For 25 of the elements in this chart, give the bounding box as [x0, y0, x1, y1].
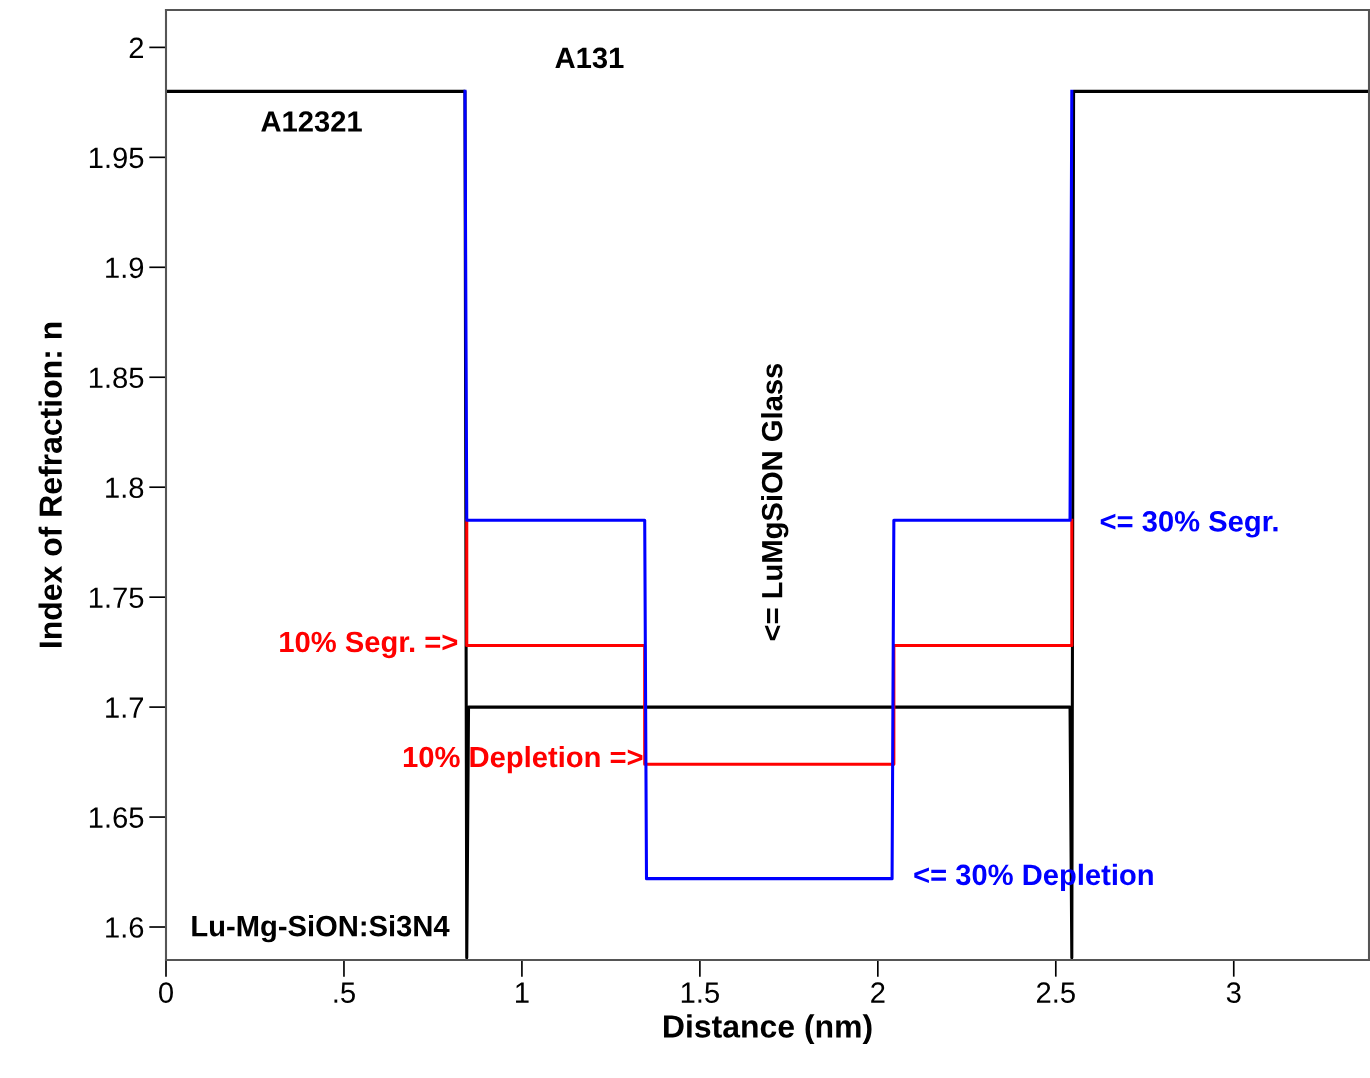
y-tick-label: 1.95: [89, 147, 144, 169]
y-tick-label: 1.6: [106, 917, 144, 938]
y-tick-label: 1.85: [89, 367, 144, 389]
annotation: 10% Segr. =>: [280, 631, 458, 659]
x-tick-label: 1: [516, 982, 529, 1003]
annotation: A131: [555, 47, 624, 69]
x-tick-label: 3: [1226, 982, 1241, 1003]
y-axis-title: Index of Refraction: n: [38, 322, 62, 648]
annotation: 10% Depletion =>: [403, 745, 643, 774]
x-axis-title: Distance (nm): [664, 1014, 872, 1045]
x-tick-label: .5: [334, 982, 355, 1003]
y-tick-label: 1.75: [89, 587, 144, 609]
x-tick-label: 2.5: [1036, 982, 1075, 1003]
y-tick-label: 1.65: [89, 807, 144, 828]
y-tick-label: 1.8: [106, 477, 144, 499]
annotation: <= LuMgSiON Glass: [761, 363, 789, 641]
y-tick-label: 1.7: [106, 697, 144, 718]
x-tick-label: 0: [159, 982, 173, 1003]
annotation: Lu-Mg-SiON:Si3N4: [192, 914, 450, 943]
annotation: <= 30% Segr.: [1100, 511, 1278, 538]
y-tick-label: 1.9: [106, 257, 144, 279]
annotation: A12321: [261, 111, 362, 132]
y-tick-label: 2: [129, 37, 144, 58]
x-tick-label: 1.5: [681, 982, 719, 1003]
x-tick-label: 2: [871, 982, 885, 1003]
